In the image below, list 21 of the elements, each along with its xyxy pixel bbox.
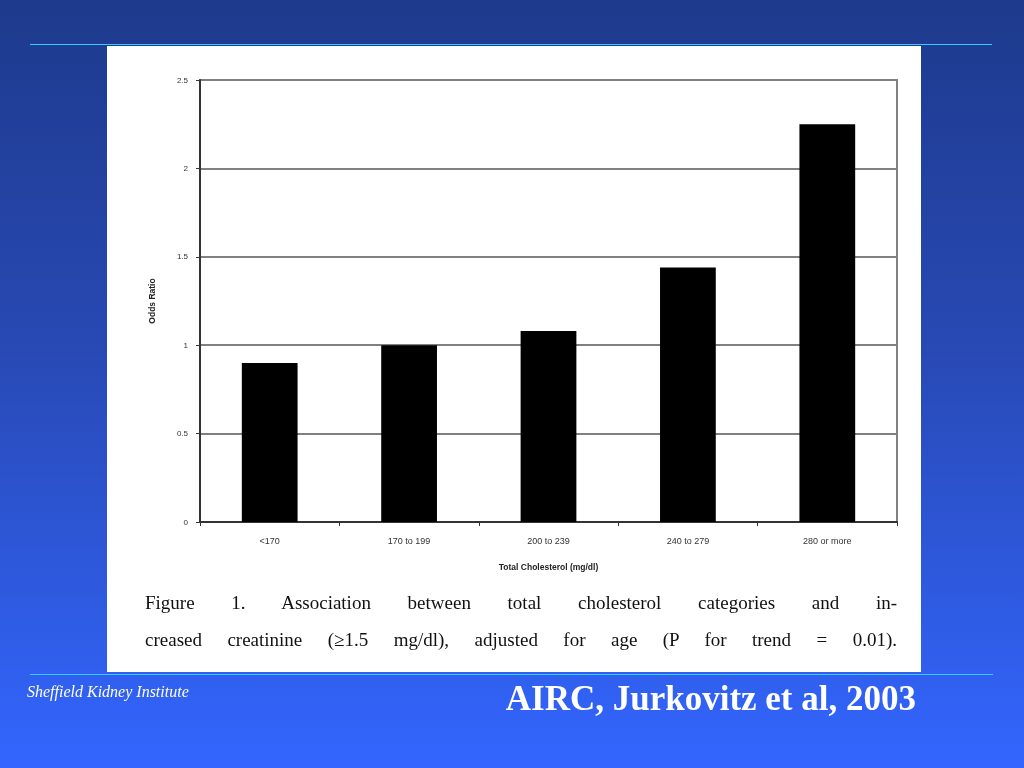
- y-tick-label: 0: [183, 517, 189, 527]
- x-tick-label: 240 to 279: [666, 535, 710, 546]
- bar: [520, 331, 577, 522]
- y-tick-label: 2: [183, 163, 189, 173]
- y-tick-label: 2.5: [176, 75, 189, 85]
- x-tick-label: 200 to 239: [527, 535, 570, 546]
- caption: Figure 1. Association between total cholesterol categories and in- creased creatinine (≥1.5 mg/dl), adjusted for age (P for trend = 0.01).: [145, 591, 897, 652]
- bar: [381, 345, 437, 522]
- y-tick-label: 1: [183, 340, 189, 350]
- y-tick-label: 1.5: [176, 252, 189, 262]
- text: Sheffield Kidney Institute: [27, 683, 189, 701]
- bar: [799, 124, 856, 522]
- bar: [241, 362, 298, 522]
- x-tick-label: <170: [259, 535, 280, 546]
- y-tick-label: 0.5: [176, 429, 189, 439]
- x-tick-label: 170 to 199: [387, 535, 431, 546]
- x-axis-title: Total Cholesterol (mg/dl): [498, 561, 599, 572]
- x-tick-label: 280 or more: [803, 535, 852, 546]
- bar: [660, 267, 716, 522]
- y-axis-title: Odds Ratio: [146, 278, 157, 324]
- text: AIRC, Jurkovitz et al, 2003: [505, 679, 916, 719]
